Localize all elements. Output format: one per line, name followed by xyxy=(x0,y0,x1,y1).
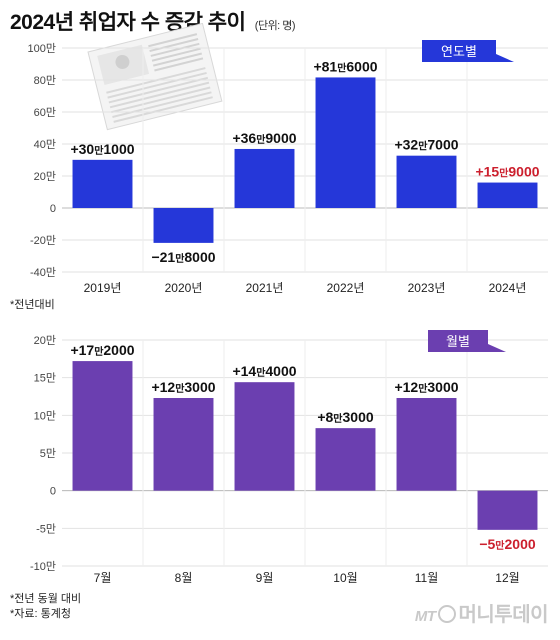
y-tick-label: 80만 xyxy=(34,74,56,87)
bar-11월 xyxy=(396,398,457,491)
x-tick-label: 2019년 xyxy=(84,281,122,295)
value-label: +30만1000 xyxy=(70,141,134,157)
value-label: +14만4000 xyxy=(232,363,296,379)
bar-2022년 xyxy=(315,77,376,208)
footer-note-source: *자료: 통계청 xyxy=(10,608,71,620)
footer-notes: *전년 동월 대비 *자료: 통계청 xyxy=(10,592,81,622)
newspaper-illustration-icon xyxy=(87,22,223,131)
y-tick-label: 40만 xyxy=(34,138,56,151)
x-tick-label: 12월 xyxy=(495,571,519,585)
logo-name: 머니투데이 xyxy=(458,604,549,626)
x-tick-label: 9월 xyxy=(256,571,274,585)
bar-2021년 xyxy=(234,148,295,208)
value-label: +8만3000 xyxy=(317,409,374,425)
bar-2023년 xyxy=(396,155,457,208)
y-tick-label: -40만 xyxy=(30,266,56,279)
value-label: −5만2000 xyxy=(479,536,536,552)
chart-note: *전년대비 xyxy=(10,298,55,311)
moneytoday-logo: MT 머니투데이 xyxy=(414,598,549,627)
value-label: −21만8000 xyxy=(151,249,215,265)
y-tick-label: 0 xyxy=(50,203,56,215)
value-label: +81만6000 xyxy=(313,58,377,74)
y-tick-label: 5만 xyxy=(40,447,56,460)
value-label: +12만3000 xyxy=(394,379,458,395)
value-label: +36만9000 xyxy=(232,130,296,146)
bar-2024년 xyxy=(477,182,538,208)
badge-label: 월별 xyxy=(446,334,470,349)
value-label: +12만3000 xyxy=(151,379,215,395)
value-label: +15만9000 xyxy=(475,164,539,180)
y-tick-label: 15만 xyxy=(34,372,56,385)
x-tick-label: 11월 xyxy=(415,571,439,585)
x-tick-label: 2022년 xyxy=(327,281,365,295)
chart-monthly: 20만 15만 10만 5만 0 -5만 -10만 월별 +17만2000 7월 +12만3000 8… xyxy=(30,330,548,585)
x-tick-label: 7월 xyxy=(94,571,112,585)
x-tick-label: 10월 xyxy=(333,571,357,585)
footer-note-monthly: *전년 동월 대비 xyxy=(10,593,82,605)
y-tick-label: 0 xyxy=(50,486,56,498)
x-tick-label: 2021년 xyxy=(246,281,284,295)
bar-8월 xyxy=(153,398,214,491)
x-tick-label: 2020년 xyxy=(165,281,203,295)
x-tick-label: 2023년 xyxy=(408,281,446,295)
y-tick-label: -5만 xyxy=(36,522,56,535)
bar-9월 xyxy=(234,382,295,491)
bar-12월 xyxy=(477,490,538,530)
y-tick-label: 20만 xyxy=(34,170,56,183)
y-tick-label: 10만 xyxy=(34,409,56,422)
chart-yearly: 100만 80만 60만 40만 20만 0 -20만 -40만 연도별 +30만1000 2019… xyxy=(10,40,548,311)
value-label: +17만2000 xyxy=(70,342,134,358)
y-tick-label: -20만 xyxy=(30,234,56,247)
y-tick-label: -10만 xyxy=(30,560,56,573)
bar-2019년 xyxy=(72,159,133,208)
unit-label: (단위: 명) xyxy=(254,20,296,32)
badge-bg xyxy=(428,330,488,352)
period-badge: 월별 xyxy=(428,330,506,352)
badge-bg xyxy=(422,40,496,62)
badge-tail xyxy=(488,344,506,352)
period-badge: 연도별 xyxy=(422,40,514,62)
y-tick-label: 20만 xyxy=(34,334,56,347)
badge-label: 연도별 xyxy=(441,44,477,59)
logo-mt: MT xyxy=(414,608,436,625)
logo-ring-icon xyxy=(437,605,456,623)
y-tick-label: 60만 xyxy=(34,106,56,119)
bar-7월 xyxy=(72,361,133,491)
x-tick-label: 2024년 xyxy=(489,281,527,295)
value-label: +32만7000 xyxy=(394,137,458,153)
bar-2020년 xyxy=(153,208,214,243)
badge-tail xyxy=(496,54,514,62)
y-tick-label: 100만 xyxy=(28,42,56,55)
bar-10월 xyxy=(315,428,376,491)
x-tick-label: 8월 xyxy=(175,571,193,585)
